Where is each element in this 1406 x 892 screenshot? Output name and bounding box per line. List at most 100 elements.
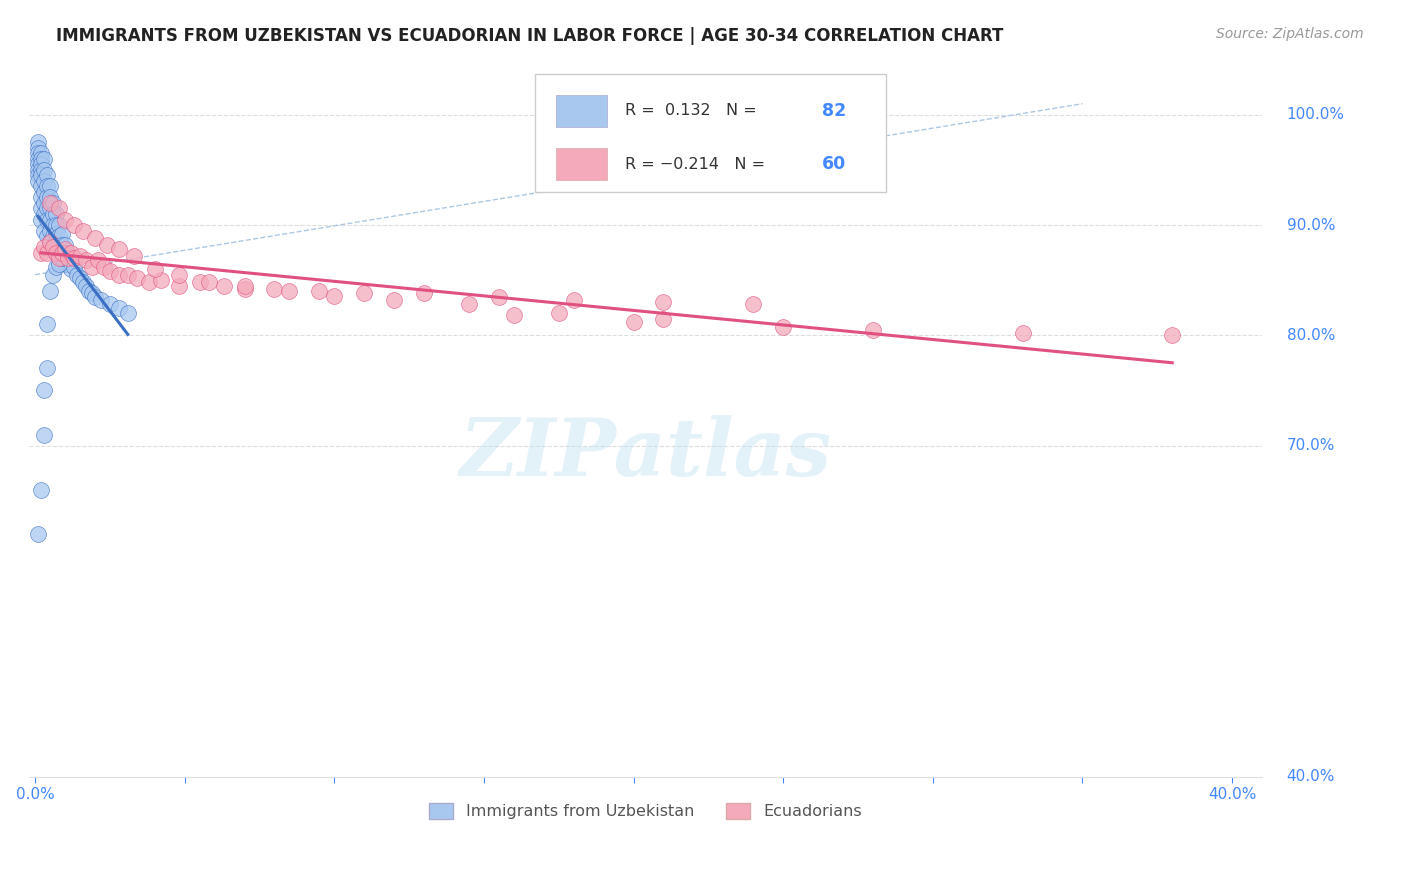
Point bbox=[167, 268, 190, 282]
Point bbox=[63, 260, 86, 274]
Legend: Immigrants from Uzbekistan, Ecuadorians: Immigrants from Uzbekistan, Ecuadorians bbox=[423, 797, 868, 826]
Point bbox=[84, 231, 107, 245]
Point bbox=[45, 227, 67, 241]
Point bbox=[35, 169, 58, 183]
Point bbox=[32, 196, 55, 211]
Point bbox=[45, 260, 67, 274]
Point bbox=[308, 284, 330, 298]
Point bbox=[90, 293, 112, 307]
Text: 60: 60 bbox=[823, 155, 846, 173]
Point bbox=[48, 202, 70, 216]
Point bbox=[51, 238, 73, 252]
Point bbox=[30, 157, 52, 171]
Point bbox=[1161, 328, 1184, 343]
Point bbox=[27, 141, 49, 155]
Point bbox=[30, 212, 52, 227]
Point bbox=[32, 207, 55, 221]
Point bbox=[108, 268, 131, 282]
Point bbox=[39, 202, 62, 216]
Text: 80.0%: 80.0% bbox=[1286, 328, 1336, 343]
Point bbox=[51, 249, 73, 263]
Point bbox=[42, 229, 65, 244]
Point bbox=[117, 268, 139, 282]
Point bbox=[32, 223, 55, 237]
Point bbox=[39, 196, 62, 211]
Point bbox=[27, 152, 49, 166]
Point bbox=[56, 257, 79, 271]
Point bbox=[75, 253, 97, 268]
Point bbox=[48, 251, 70, 265]
Point bbox=[66, 268, 89, 282]
Text: R =  0.132   N =: R = 0.132 N = bbox=[624, 103, 762, 119]
Point bbox=[42, 196, 65, 211]
Point bbox=[149, 273, 172, 287]
Text: Source: ZipAtlas.com: Source: ZipAtlas.com bbox=[1216, 27, 1364, 41]
Point bbox=[77, 284, 100, 298]
Point bbox=[30, 146, 52, 161]
Point bbox=[59, 245, 82, 260]
Point bbox=[27, 169, 49, 183]
Point bbox=[45, 207, 67, 221]
Point bbox=[63, 218, 86, 232]
Text: 90.0%: 90.0% bbox=[1286, 218, 1336, 233]
Point bbox=[87, 253, 110, 268]
Point bbox=[45, 245, 67, 260]
Point bbox=[45, 235, 67, 249]
Point bbox=[32, 185, 55, 199]
Point bbox=[48, 229, 70, 244]
Point bbox=[53, 257, 76, 271]
Point bbox=[45, 218, 67, 232]
Point bbox=[51, 251, 73, 265]
Text: 100.0%: 100.0% bbox=[1286, 107, 1344, 122]
Point bbox=[35, 229, 58, 244]
Point bbox=[35, 212, 58, 227]
Point bbox=[45, 245, 67, 260]
Point bbox=[69, 271, 91, 285]
Point bbox=[30, 169, 52, 183]
Point bbox=[35, 202, 58, 216]
Point bbox=[80, 286, 103, 301]
Point bbox=[32, 427, 55, 442]
Point bbox=[48, 218, 70, 232]
Point bbox=[233, 282, 256, 296]
Point bbox=[143, 262, 166, 277]
Point bbox=[35, 318, 58, 332]
Point bbox=[48, 257, 70, 271]
Point bbox=[35, 190, 58, 204]
Point bbox=[188, 276, 211, 290]
Point bbox=[27, 146, 49, 161]
Point bbox=[30, 245, 52, 260]
Point bbox=[167, 278, 190, 293]
Text: IMMIGRANTS FROM UZBEKISTAN VS ECUADORIAN IN LABOR FORCE | AGE 30-34 CORRELATION : IMMIGRANTS FROM UZBEKISTAN VS ECUADORIAN… bbox=[56, 27, 1004, 45]
Point bbox=[59, 251, 82, 265]
Point bbox=[353, 286, 375, 301]
Point bbox=[323, 288, 346, 302]
Point bbox=[98, 264, 121, 278]
Point bbox=[39, 179, 62, 194]
Point bbox=[30, 483, 52, 497]
Point bbox=[108, 242, 131, 256]
Point bbox=[63, 251, 86, 265]
Point bbox=[39, 223, 62, 237]
Point bbox=[39, 190, 62, 204]
Point bbox=[53, 242, 76, 256]
Text: 70.0%: 70.0% bbox=[1286, 438, 1336, 453]
Point bbox=[84, 290, 107, 304]
Point bbox=[72, 276, 94, 290]
Point bbox=[138, 276, 160, 290]
Point bbox=[772, 319, 794, 334]
Point bbox=[623, 315, 645, 329]
Point bbox=[35, 179, 58, 194]
Point bbox=[27, 162, 49, 177]
FancyBboxPatch shape bbox=[534, 74, 886, 193]
Point bbox=[51, 227, 73, 241]
Bar bbox=[555, 95, 607, 127]
Point bbox=[862, 323, 884, 337]
Point bbox=[212, 278, 235, 293]
Point bbox=[122, 249, 145, 263]
Point bbox=[56, 245, 79, 260]
Point bbox=[42, 268, 65, 282]
Text: 82: 82 bbox=[823, 102, 846, 120]
Point bbox=[488, 290, 510, 304]
Point bbox=[53, 245, 76, 260]
